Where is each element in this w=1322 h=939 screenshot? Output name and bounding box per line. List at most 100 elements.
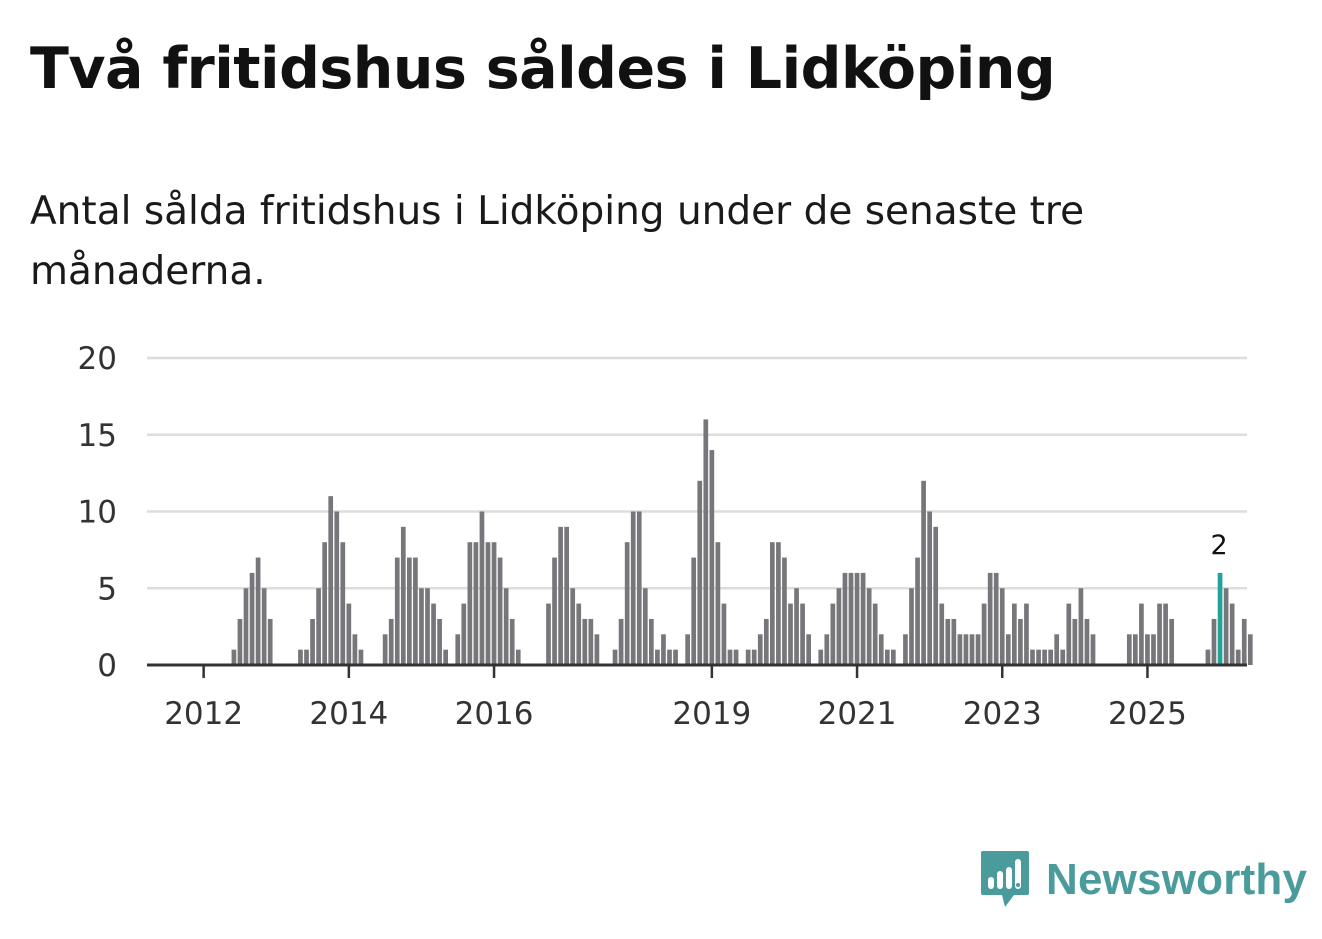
y-tick-label: 5 <box>97 571 117 607</box>
bar <box>346 603 352 665</box>
bar <box>310 618 315 665</box>
bar <box>558 526 563 665</box>
bar <box>443 649 448 665</box>
bar <box>987 572 993 665</box>
bar <box>655 649 660 665</box>
bar <box>328 496 334 665</box>
bar <box>249 572 255 665</box>
y-tick-label: 15 <box>78 418 117 454</box>
bar <box>425 588 430 665</box>
bar-chart: 0 5 10 15 20 2012 2014 2016 2019 2021 2023 2025 2 <box>78 341 1253 732</box>
chart-labels: 0 5 10 15 20 2012 2014 2016 2019 2021 2023 2025 2 <box>78 341 1228 732</box>
bar <box>594 634 600 665</box>
bar <box>636 511 642 665</box>
y-tick-label: 0 <box>97 648 117 684</box>
bar <box>788 603 793 665</box>
bar <box>1012 603 1017 665</box>
x-tick-label: 2023 <box>963 696 1042 732</box>
bar <box>1054 634 1060 665</box>
bar <box>630 511 636 665</box>
bar <box>316 588 321 665</box>
bar <box>854 572 860 665</box>
bar <box>945 618 951 665</box>
x-axis <box>147 663 1247 678</box>
bar <box>455 634 461 665</box>
bar <box>334 511 340 665</box>
bar <box>1157 603 1162 665</box>
bar <box>903 634 908 665</box>
bar <box>884 649 890 665</box>
bar <box>582 618 588 665</box>
bar <box>963 634 969 665</box>
y-tick-label: 20 <box>78 341 117 377</box>
bar <box>588 618 594 665</box>
bar <box>745 649 751 665</box>
bar <box>667 649 672 665</box>
bar <box>1030 649 1035 665</box>
x-tick-label: 2021 <box>818 696 897 732</box>
bar <box>382 634 388 665</box>
bar <box>1229 603 1235 665</box>
bar <box>1205 649 1211 665</box>
bar <box>298 649 303 665</box>
bar <box>733 649 739 665</box>
bar <box>776 542 781 665</box>
bar <box>243 588 249 665</box>
grid-lines <box>147 356 1247 590</box>
x-tick-label: 2012 <box>164 696 243 732</box>
bar <box>1241 618 1247 665</box>
bar <box>1145 634 1150 665</box>
bar <box>1133 634 1138 665</box>
bar <box>661 634 666 665</box>
bar <box>818 649 824 665</box>
x-tick-label: 2025 <box>1108 696 1187 732</box>
bar <box>304 649 309 665</box>
bar <box>1024 603 1029 665</box>
bar <box>576 603 582 665</box>
bar <box>999 588 1005 665</box>
brand-name: Newsworthy <box>1046 855 1308 904</box>
bar <box>1247 634 1253 665</box>
bar <box>642 588 648 665</box>
bar <box>921 480 926 665</box>
bar <box>727 649 733 665</box>
bar <box>824 634 830 665</box>
bar <box>564 526 569 665</box>
bar <box>981 603 987 665</box>
bar <box>673 649 678 665</box>
bar <box>800 603 805 665</box>
x-tick-label: 2016 <box>455 696 534 732</box>
bar <box>1018 618 1023 665</box>
bar <box>618 618 624 665</box>
bar <box>624 542 630 665</box>
bar <box>709 450 715 665</box>
bar <box>1036 649 1041 665</box>
bar <box>503 588 509 665</box>
bar <box>1151 634 1156 665</box>
x-tick-label: 2014 <box>309 696 388 732</box>
bar <box>515 649 521 665</box>
bar <box>570 588 576 665</box>
bar <box>1060 649 1066 665</box>
bar <box>267 618 273 665</box>
bar <box>715 542 721 665</box>
bar <box>860 572 866 665</box>
bar <box>394 557 400 665</box>
bar <box>1126 634 1132 665</box>
bar <box>352 634 358 665</box>
bar-latest <box>1217 572 1223 665</box>
bar <box>497 557 503 665</box>
bar <box>340 542 346 665</box>
bar <box>993 572 999 665</box>
bar <box>473 542 479 665</box>
bar <box>975 634 981 665</box>
chart-subtitle: Antal sålda fritidshus i Lidköping under… <box>30 189 1085 294</box>
bar <box>1042 649 1047 665</box>
bar <box>1005 634 1011 665</box>
bar <box>770 542 775 665</box>
bar <box>969 634 975 665</box>
bar <box>255 557 261 665</box>
bar <box>751 649 757 665</box>
bar <box>1139 603 1144 665</box>
bar <box>413 557 418 665</box>
